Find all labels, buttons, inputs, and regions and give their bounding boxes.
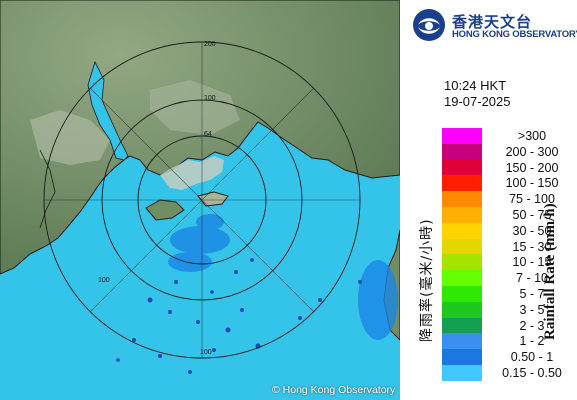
legend-swatch [442, 175, 482, 192]
legend-label: 150 - 200 [505, 160, 559, 175]
legend-swatch [442, 349, 482, 365]
hko-logo-icon [413, 9, 445, 41]
ring-label-100: 100 [204, 95, 216, 102]
legend-swatch [442, 270, 482, 286]
legend-swatch [442, 333, 482, 350]
legend-label: 200 - 300 [505, 144, 559, 159]
ring-label-100-south: 100 [200, 349, 212, 356]
legend-swatch [442, 238, 482, 255]
legend-label: 7 - 10 [516, 271, 548, 286]
legend-swatch [442, 301, 482, 318]
legend-swatch [442, 364, 482, 381]
legend-swatch [442, 128, 482, 144]
urban-area [30, 110, 110, 165]
legend-swatch [442, 285, 482, 302]
legend-swatch [442, 317, 482, 334]
legend-label: 75 - 100 [509, 192, 555, 207]
time-text: 10:24 HKT [444, 78, 507, 93]
timestamp: 10:24 HKT 19-07-2025 [444, 78, 511, 110]
copyright: © Hong Kong Observatory [272, 384, 396, 396]
hko-logo: 香港天文台 HONG KONG OBSERVATORY [412, 8, 577, 44]
legend-label: 100 - 150 [505, 176, 559, 191]
legend-panel: 香港天文台 HONG KONG OBSERVATORY 10:24 HKT 19… [400, 0, 577, 400]
river [39, 149, 56, 229]
legend-label: 2 - 3 [519, 318, 545, 333]
legend-label: 3 - 5 [519, 302, 545, 317]
ring-label-64: 64 [204, 131, 212, 138]
legend-swatch [442, 206, 482, 223]
rain-echo-cluster [168, 214, 398, 340]
urban-area [150, 80, 240, 135]
urban-area [160, 156, 224, 190]
legend-label: >300 [517, 129, 547, 143]
range-spokes [44, 42, 360, 358]
radar-map: 64 100 200 100 100 © Hong Kong Observato… [0, 0, 400, 400]
rain-echo-dots [116, 258, 362, 374]
legend-label: 50 - 75 [512, 207, 552, 222]
legend-label: 10 - 15 [512, 255, 552, 270]
legend-label: 15 - 30 [512, 239, 552, 254]
date-text: 19-07-2025 [444, 94, 511, 109]
ring-label-200: 200 [204, 41, 216, 48]
legend-swatch [442, 191, 482, 207]
legend-swatch [442, 159, 482, 176]
legend-label: 5 - 7 [519, 286, 545, 301]
legend-label: 30 - 50 [512, 223, 552, 238]
legend-title-cn: 降雨率(毫米/小時) [419, 218, 435, 342]
legend-swatch [442, 222, 482, 239]
legend-label: 0.15 - 0.50 [502, 365, 562, 380]
legend-label: 1 - 2 [519, 334, 545, 349]
org-name-en: HONG KONG OBSERVATORY [452, 29, 577, 40]
legend-swatch [442, 254, 482, 271]
legend-swatch [442, 143, 482, 160]
org-name-cn: 香港天文台 [452, 13, 533, 31]
radar-map-svg: 64 100 200 100 100 [0, 0, 400, 400]
legend-title-en: Rainfall Rate (mm/h) [542, 203, 558, 340]
ring-label-100-west: 100 [98, 277, 110, 284]
legend-label: 0.50 - 1 [510, 350, 554, 365]
